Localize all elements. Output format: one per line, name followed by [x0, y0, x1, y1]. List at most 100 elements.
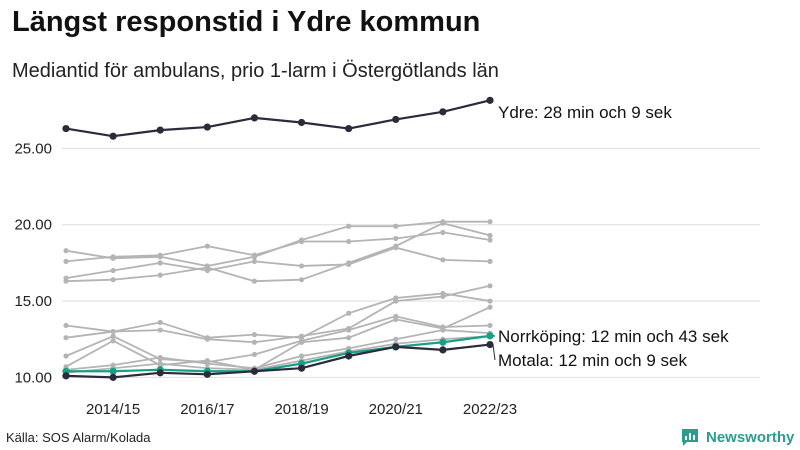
context-series-6-point [63, 335, 69, 341]
highlight-series-3 [62, 340, 494, 381]
highlight-series-3-point [486, 340, 494, 349]
context-series-5-point [63, 322, 69, 329]
context-series-10-point [157, 361, 163, 367]
context-series-3-point [110, 267, 116, 274]
context-series-4-point [110, 277, 116, 283]
context-series-1 [63, 219, 493, 269]
grid-lines [62, 147, 760, 378]
brand-name: Newsworthy [706, 428, 795, 446]
context-series-2-line [65, 231, 491, 263]
brand-logo: Newsworthy [680, 426, 794, 448]
context-series-7-line [65, 315, 491, 364]
x-tick-label: 2020/21 [369, 401, 423, 418]
context-series-2-point [393, 235, 399, 242]
series-label: Norrköping: 12 min och 43 sek [498, 327, 729, 346]
context-series [63, 219, 493, 376]
highlight-series-1 [62, 96, 494, 140]
highlight-series-1-point [439, 108, 447, 116]
context-series-5-point [157, 319, 163, 326]
context-series-3-point [251, 258, 258, 264]
highlight-series [62, 96, 494, 381]
highlight-series-1-point [345, 124, 353, 133]
context-series-5-point [487, 298, 493, 304]
context-series-2 [63, 229, 493, 264]
y-tick-label: 10.00 [14, 369, 52, 386]
context-series-1-line [65, 220, 490, 267]
highlight-series-1-point [62, 124, 70, 133]
context-series-4-point [346, 260, 352, 266]
context-series-3-point [487, 258, 493, 264]
context-series-4-point [393, 243, 399, 249]
context-series-4-point [440, 220, 446, 226]
context-series-3-point [157, 260, 163, 266]
y-tick-label: 25.00 [14, 140, 52, 157]
highlight-series-3-point [439, 346, 447, 354]
context-series-8-point [393, 316, 399, 322]
chart-subtitle: Mediantid för ambulans, prio 1-larm i Ös… [12, 60, 499, 82]
context-series-4 [63, 220, 493, 284]
context-series-9-point [157, 354, 163, 361]
highlight-series-1-line [65, 99, 491, 138]
x-axis-ticks: 2014/15 2016/17 2018/19 2020/21 2022/23 [86, 401, 517, 418]
context-series-7-point [110, 333, 116, 339]
context-series-6-point [298, 333, 305, 339]
context-series-1-point [393, 223, 399, 229]
series-label: Motala: 12 min och 9 sek [498, 351, 687, 370]
context-series-6-line [65, 284, 491, 344]
context-series-2-point [298, 238, 305, 245]
context-series-3 [63, 245, 493, 281]
x-tick-label: 2022/23 [463, 401, 517, 418]
x-tick-label: 2016/17 [180, 401, 234, 418]
x-tick-label: 2014/15 [86, 401, 140, 418]
highlight-series-3-point [109, 373, 117, 381]
context-series-4-point [251, 278, 258, 284]
context-series-4-point [157, 272, 163, 278]
context-series-1-point [487, 219, 493, 225]
line-chart: 10.00 15.00 20.00 25.00 2014/15 2016/17 2018/… [14, 96, 760, 418]
context-series-3-point [440, 257, 446, 263]
context-series-9-point [393, 336, 399, 342]
context-series-6-point [251, 339, 258, 345]
context-series-3-point [298, 263, 305, 269]
context-series-4-point [487, 232, 493, 239]
newsworthy-logo-icon [682, 429, 698, 446]
context-series-7-point [63, 353, 69, 359]
context-series-9-point [204, 361, 210, 367]
chart-title: Längst responstid i Ydre kommun [12, 6, 481, 38]
context-series-2-point [63, 258, 69, 264]
highlight-series-3-point [392, 343, 400, 351]
highlight-series-1-point [486, 96, 494, 104]
series-label: Ydre: 28 min och 9 sek [498, 103, 672, 122]
context-series-5-point [346, 310, 352, 316]
highlight-series-1-point [109, 132, 117, 140]
highlight-series-1-point [203, 123, 211, 131]
context-series-2-point [251, 252, 258, 258]
context-series-7-point [346, 327, 352, 333]
highlight-series-1-point [250, 114, 259, 122]
series-labels: Ydre: 28 min och 9 sek Norrköping: 12 min… [492, 103, 729, 370]
context-series-8-line [65, 306, 491, 371]
context-series-2-point [440, 229, 446, 235]
highlight-series-2-line [66, 334, 491, 373]
context-series-4-line [65, 222, 491, 283]
context-series-9-line [65, 329, 491, 371]
context-series-5-point [251, 332, 258, 338]
highlight-series-3-point [345, 352, 353, 360]
context-series-2-point [157, 252, 163, 258]
context-series-8-point [346, 335, 352, 341]
highlight-series-2-point [486, 332, 494, 340]
context-series-7-point [487, 322, 493, 329]
label-leader-line [492, 344, 496, 361]
highlight-series-3-point [62, 372, 70, 380]
context-series-8-point [110, 338, 116, 344]
context-series-1-point [63, 248, 69, 254]
context-series-6 [63, 283, 493, 345]
x-tick-label: 2018/19 [274, 401, 328, 418]
context-series-6-point [157, 327, 163, 333]
highlight-series-1-point [156, 126, 164, 134]
context-series-1-point [346, 223, 352, 229]
y-axis-ticks: 10.00 15.00 20.00 25.00 [14, 140, 52, 386]
context-series-9-point [440, 327, 446, 333]
context-series-4-point [298, 277, 305, 283]
highlight-series-3-line [65, 343, 491, 379]
